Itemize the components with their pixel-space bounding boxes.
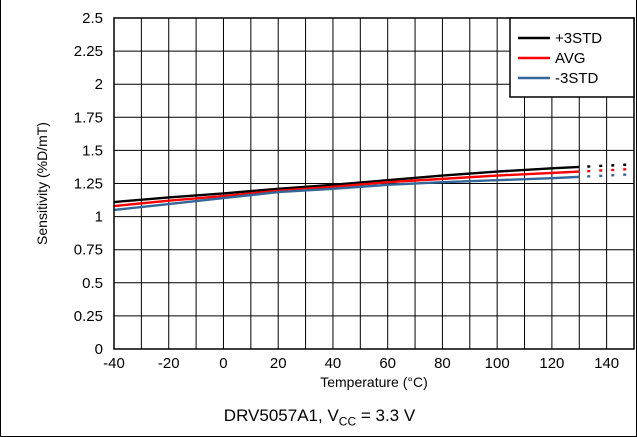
caption-suffix: = 3.3 V bbox=[356, 406, 416, 425]
series-extrapolation bbox=[587, 163, 635, 168]
x-tick-label: 120 bbox=[539, 355, 564, 372]
x-tick-label: 60 bbox=[379, 355, 396, 372]
y-tick-label: 0.5 bbox=[82, 275, 103, 292]
tick-layer: -40 -20 0 20 40 60 80 100 120 140 0 0.25 0.5 0.75 1 1.2… bbox=[74, 10, 619, 372]
series-line bbox=[113, 165, 580, 204]
x-tick-label: 100 bbox=[485, 355, 510, 372]
y-tick-label: 1.25 bbox=[74, 176, 103, 193]
y-tick-label: 2.5 bbox=[82, 10, 103, 27]
series-extrapolation bbox=[587, 173, 635, 178]
y-tick-label: 1 bbox=[95, 209, 103, 226]
legend-label: -3STD bbox=[555, 70, 599, 87]
series-layer bbox=[113, 163, 635, 212]
x-tick-label: 20 bbox=[270, 355, 287, 372]
y-tick-label: 1.5 bbox=[82, 142, 103, 159]
x-tick-label: 140 bbox=[594, 355, 619, 372]
y-tick-label: 0 bbox=[95, 341, 103, 358]
legend: +3STD AVG -3STD bbox=[509, 17, 635, 98]
y-tick-label: 0.75 bbox=[74, 242, 103, 259]
legend-label: AVG bbox=[555, 50, 586, 67]
series-line bbox=[113, 175, 580, 212]
grid-layer bbox=[114, 18, 634, 349]
chart-caption: DRV5057A1, VCC = 3.3 V bbox=[1, 406, 637, 428]
x-tick-label: 40 bbox=[325, 355, 342, 372]
x-tick-label: 80 bbox=[434, 355, 451, 372]
x-axis-label: Temperature (°C) bbox=[320, 374, 428, 390]
x-tick-label: -20 bbox=[158, 355, 180, 372]
y-tick-label: 0.25 bbox=[74, 308, 103, 325]
series-line bbox=[113, 170, 580, 208]
x-tick-label: -40 bbox=[103, 355, 125, 372]
caption-prefix: DRV5057A1, V bbox=[223, 406, 339, 425]
legend-label: +3STD bbox=[555, 30, 602, 47]
y-tick-label: 2.25 bbox=[74, 43, 103, 60]
caption-subscript: CC bbox=[338, 414, 357, 429]
y-tick-label: 2 bbox=[95, 76, 103, 93]
y-tick-label: 1.75 bbox=[74, 109, 103, 126]
series-extrapolation bbox=[587, 167, 635, 173]
x-tick-label: 0 bbox=[219, 355, 227, 372]
y-axis-label: Sensitivity (%D/mT) bbox=[34, 122, 50, 245]
plot-border bbox=[113, 17, 635, 350]
